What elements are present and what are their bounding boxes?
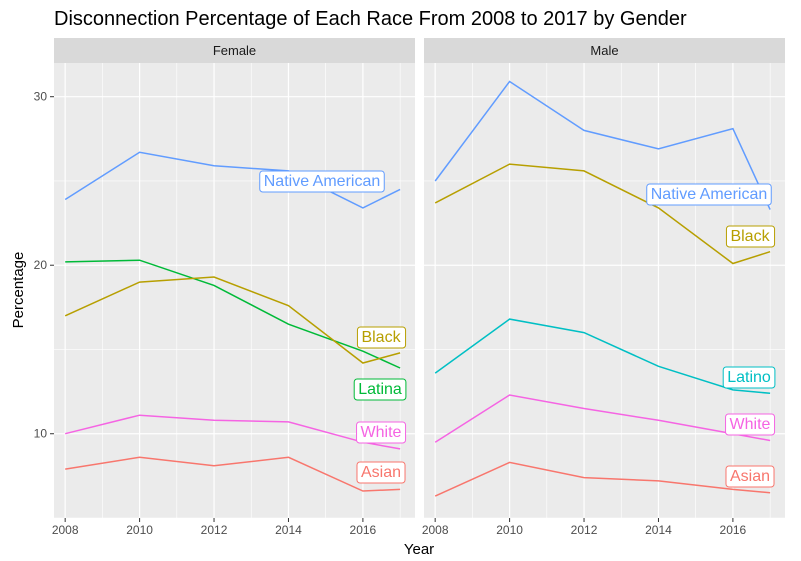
y-tick-label: 10 — [34, 427, 48, 441]
series-label-asian: Asian — [356, 461, 406, 484]
x-tick-label: 2010 — [496, 523, 523, 537]
y-tick-label: 30 — [34, 90, 48, 104]
y-tick-label: 20 — [34, 258, 48, 272]
series-label-native-american: Native American — [646, 183, 772, 206]
series-label-box — [725, 225, 776, 248]
x-tick-label: 2016 — [720, 523, 747, 537]
series-label-text: Asian — [730, 468, 770, 485]
facet-strip-label: Male — [590, 43, 618, 58]
chart-title: Disconnection Percentage of Each Race Fr… — [54, 8, 687, 30]
series-label-box — [725, 413, 776, 436]
series-line-asian — [65, 456, 401, 492]
x-tick-label: 2014 — [275, 523, 302, 537]
series-label-latino: Latino — [722, 366, 776, 389]
y-axis-title: Percentage — [10, 252, 27, 329]
series-label-text: White — [730, 416, 771, 433]
series-label-box — [725, 465, 775, 488]
series-line-native-american — [64, 151, 401, 209]
panel-background — [54, 63, 415, 518]
series-line-native-american — [434, 80, 771, 210]
series-label-text: Black — [730, 228, 770, 245]
x-tick-label: 2008 — [52, 523, 79, 537]
series-label-black: Black — [725, 225, 776, 248]
panel-female: Female 2008 2010 2012 2014 2016 Native America… — [52, 38, 415, 537]
facet-strip-label: Female — [213, 43, 256, 58]
series-label-text: Latina — [358, 381, 402, 398]
facet-strip — [54, 38, 415, 63]
series-label-box — [356, 461, 406, 484]
x-tick-label: 2012 — [571, 523, 598, 537]
series-label-box — [722, 366, 776, 389]
x-tick-label: 2014 — [645, 523, 672, 537]
series-label-box — [356, 421, 407, 444]
series-label-text: Asian — [361, 464, 401, 481]
panel-male: Male 2008 2010 2012 2014 2016 Native American B… — [422, 38, 785, 537]
series-line-latino — [434, 318, 771, 395]
series-label-text: Latino — [727, 369, 771, 386]
series-label-text: Native American — [264, 173, 381, 190]
x-tick-label: 2012 — [201, 523, 228, 537]
series-label-box — [353, 378, 407, 401]
series-label-box — [646, 183, 772, 206]
series-label-native-american: Native American — [259, 170, 385, 193]
series-label-asian: Asian — [725, 465, 775, 488]
series-label-text: White — [361, 424, 402, 441]
series-label-box — [259, 170, 385, 193]
series-label-white: White — [725, 413, 776, 436]
series-line-latina — [65, 259, 401, 369]
x-axis-title: Year — [404, 541, 434, 558]
series-label-black: Black — [356, 326, 407, 349]
series-line-asian — [434, 461, 771, 497]
series-label-latina: Latina — [353, 378, 407, 401]
series-line-black — [64, 276, 401, 364]
panel-background — [424, 63, 785, 518]
series-line-black — [434, 163, 771, 265]
x-tick-label: 2008 — [422, 523, 449, 537]
x-tick-label: 2010 — [126, 523, 153, 537]
series-label-text: Black — [361, 329, 401, 346]
series-label-box — [356, 326, 407, 349]
facet-strip — [424, 38, 785, 63]
x-tick-label: 2016 — [350, 523, 377, 537]
series-label-white: White — [356, 421, 407, 444]
series-label-text: Native American — [651, 186, 768, 203]
